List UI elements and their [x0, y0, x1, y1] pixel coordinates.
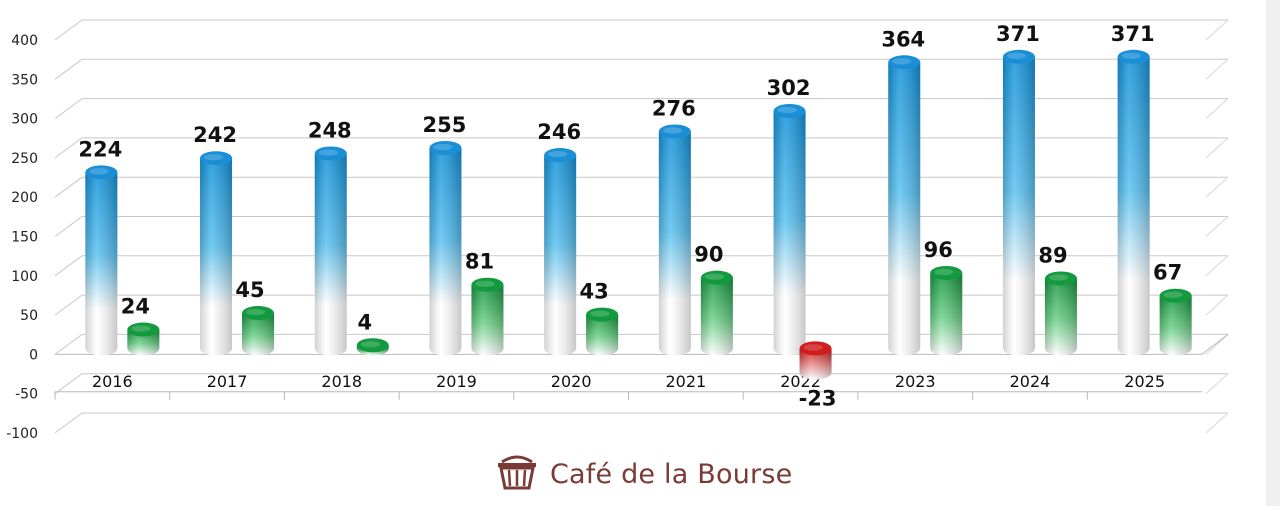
data-label-series2: 90: [694, 243, 723, 267]
y-tick-label: -100: [6, 426, 38, 442]
data-label-series1: 255: [423, 113, 467, 137]
gridline-slant: [54, 137, 83, 159]
bar-series2-negative: [799, 341, 832, 380]
y-tick-label: 250: [11, 151, 38, 167]
bar-series2: [356, 338, 389, 356]
gridline-slant: [54, 255, 83, 277]
y-tick-label: 50: [20, 308, 38, 324]
gridline-slant: [54, 176, 83, 198]
gridline-right: [1205, 255, 1229, 277]
data-label-series2: 81: [465, 250, 494, 274]
data-label-series1: 371: [1111, 22, 1155, 46]
bar-series2: [242, 306, 275, 356]
bars: [85, 49, 1192, 380]
x-tick-label: 2016: [92, 372, 133, 391]
gridline-right: [1205, 176, 1229, 198]
x-tick-label: 2023: [895, 372, 936, 391]
y-tick-label: 300: [11, 112, 38, 128]
bar-series2: [471, 277, 504, 356]
y-tick-label: 100: [11, 269, 38, 285]
gridline-slant: [54, 333, 83, 355]
data-label-series2: 24: [121, 295, 150, 319]
gridline-slant: [54, 19, 83, 41]
x-tick-label: 2024: [1010, 372, 1051, 391]
bar-series2: [1044, 271, 1077, 356]
bar-series1: [773, 104, 806, 356]
x-tick-label: 2018: [321, 372, 362, 391]
bar-series2: [1159, 288, 1192, 356]
y-tick-label: 0: [29, 347, 38, 363]
gridline-slant: [54, 294, 83, 316]
data-label-series1: 248: [308, 118, 352, 142]
brand-name: Café de la Bourse: [550, 458, 793, 490]
y-tick-label: 350: [11, 72, 38, 88]
x-tick-label: 2017: [207, 372, 248, 391]
bar-series1: [85, 165, 118, 356]
y-tick-label: 200: [11, 190, 38, 206]
gridline-right: [1205, 19, 1229, 41]
bar-series1: [888, 55, 921, 356]
data-label-series1: 224: [78, 137, 122, 161]
x-tick-label: 2021: [665, 372, 706, 391]
bar-series1: [200, 151, 233, 356]
data-label-series1: 242: [193, 123, 237, 147]
gridline-slant: [54, 58, 83, 80]
window-edge: [1266, 0, 1280, 506]
zero-line-right: [1201, 334, 1229, 355]
data-labels: 224 24 242 45 248 4 255 81 246 43 276 90 302 -23 364 96…: [78, 22, 1182, 411]
bar-series2: [586, 307, 619, 356]
x-tick-label: 2020: [551, 372, 592, 391]
x-tick-label: 2019: [436, 372, 477, 391]
gridline-slant: [54, 412, 83, 434]
gridline-right: [1205, 58, 1229, 80]
bar-series1: [1117, 49, 1150, 356]
bar-series1: [544, 148, 577, 356]
data-label-series2: -23: [799, 386, 837, 410]
bar-series2: [127, 322, 160, 356]
data-label-series2: 96: [924, 238, 953, 262]
brand-logo: Café de la Bourse: [494, 452, 792, 496]
gridline-right: [1205, 294, 1229, 316]
gridline-right: [1205, 216, 1229, 237]
gridline-slant: [54, 216, 83, 237]
bar-series1: [1002, 49, 1035, 356]
bar-series1: [314, 146, 347, 356]
gridline-right: [1205, 98, 1229, 119]
bar-series1: [658, 124, 691, 356]
data-label-series1: 371: [996, 22, 1040, 46]
gridline-right: [1205, 412, 1229, 434]
data-label-series1: 276: [652, 96, 696, 120]
x-tick-label: 2025: [1124, 372, 1165, 391]
data-label-series2: 89: [1038, 243, 1067, 267]
data-label-series1: 246: [537, 120, 581, 144]
data-label-series1: 302: [767, 76, 811, 100]
data-label-series2: 4: [357, 310, 372, 334]
gridline-right: [1205, 373, 1229, 395]
y-axis: 400 350 300 250 200 150 100 50 0 -50 -100: [6, 33, 38, 442]
x-axis-labels: 2016 2017 2018 2019 2020 2021 2022 2023 2024 2025: [54, 372, 1165, 400]
gridline-slant: [54, 98, 83, 120]
gridlines: [54, 19, 1229, 434]
y-tick-label: -50: [15, 387, 38, 403]
bar-series2: [700, 270, 733, 356]
data-label-series1: 364: [881, 27, 925, 51]
data-label-series2: 67: [1153, 261, 1182, 285]
bar-series2: [930, 265, 963, 356]
y-tick-label: 150: [11, 230, 38, 246]
data-label-series2: 45: [235, 278, 264, 302]
basket-icon: [494, 454, 540, 495]
y-tick-label: 400: [11, 33, 38, 49]
gridline-slant: [54, 373, 83, 395]
bar-series1: [429, 140, 462, 356]
data-label-series2: 43: [580, 280, 609, 304]
gridline-right: [1205, 137, 1229, 159]
